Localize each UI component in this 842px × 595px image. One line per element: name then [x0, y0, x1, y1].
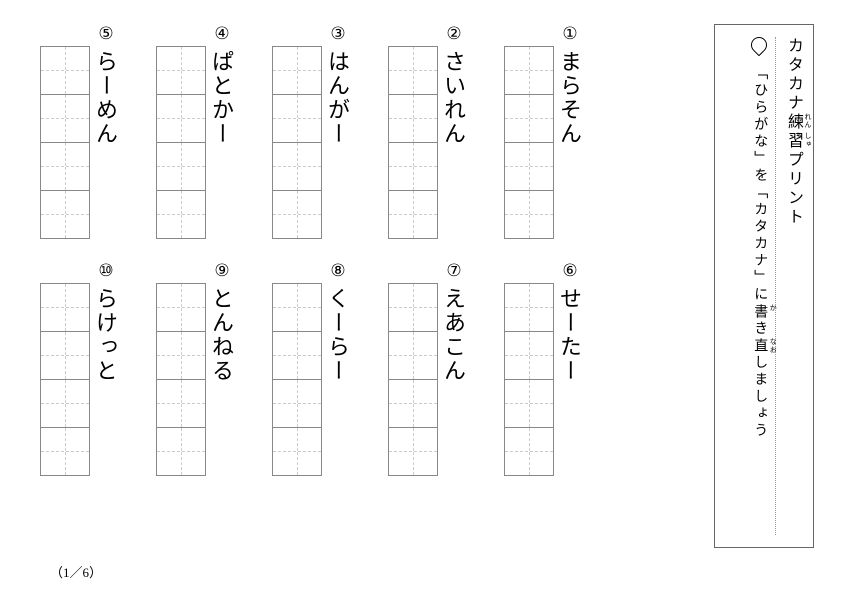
exercise-item: ⑨とんねる	[156, 261, 232, 476]
row-2: ⑥せーたー ⑦えあこん ⑧くーらー ⑨とんねる ⑩らけっと	[40, 261, 684, 476]
writing-boxes	[40, 46, 90, 239]
writing-box	[505, 47, 553, 95]
item-number: ①	[560, 24, 580, 44]
writing-box	[505, 428, 553, 476]
exercise-item: ⑩らけっと	[40, 261, 116, 476]
item-number: ③	[328, 24, 348, 44]
divider	[775, 37, 776, 535]
hiragana-word: くーらー	[322, 283, 348, 383]
item-number: ⑦	[444, 261, 464, 281]
writing-box	[505, 380, 553, 428]
writing-box	[505, 191, 553, 239]
instruction-text: 「ひらがな」を「カタカナ」に書かき直なおしましょう	[750, 37, 770, 535]
exercise-item: ⑥せーたー	[504, 261, 580, 476]
writing-box	[505, 95, 553, 143]
exercise-item: ②さいれん	[388, 24, 464, 239]
hiragana-word: さいれん	[438, 46, 464, 146]
writing-box	[273, 95, 321, 143]
writing-box	[41, 95, 89, 143]
writing-boxes	[40, 283, 90, 476]
hiragana-word: まらそん	[554, 46, 580, 146]
writing-box	[273, 284, 321, 332]
writing-box	[505, 284, 553, 332]
hiragana-word: えあこん	[438, 283, 464, 383]
writing-box	[389, 380, 437, 428]
item-number: ⑨	[212, 261, 232, 281]
writing-box	[157, 143, 205, 191]
writing-box	[41, 428, 89, 476]
writing-box	[273, 428, 321, 476]
worksheet-title: カタカナ練れん習しゅうプリント	[782, 37, 803, 535]
writing-box	[157, 380, 205, 428]
title-panel: カタカナ練れん習しゅうプリント 「ひらがな」を「カタカナ」に書かき直なおしましょ…	[714, 24, 814, 548]
writing-boxes	[272, 283, 322, 476]
page-footer: （1／6）	[50, 562, 102, 581]
exercise-item: ③はんがー	[272, 24, 348, 239]
hiragana-word: せーたー	[554, 283, 580, 383]
writing-box	[389, 95, 437, 143]
writing-boxes	[504, 283, 554, 476]
writing-box	[157, 47, 205, 95]
writing-box	[157, 95, 205, 143]
writing-box	[157, 284, 205, 332]
writing-boxes	[388, 46, 438, 239]
writing-box	[41, 143, 89, 191]
writing-box	[157, 428, 205, 476]
writing-boxes	[388, 283, 438, 476]
writing-box	[157, 191, 205, 239]
row-1: ①まらそん ②さいれん ③はんがー ④ぱとかー ⑤らーめん	[40, 24, 684, 239]
writing-box	[389, 428, 437, 476]
writing-box	[505, 143, 553, 191]
exercise-item: ⑦えあこん	[388, 261, 464, 476]
hiragana-word: はんがー	[322, 46, 348, 146]
hiragana-word: らけっと	[90, 283, 116, 383]
item-number: ⑥	[560, 261, 580, 281]
exercise-item: ⑧くーらー	[272, 261, 348, 476]
exercise-item: ⑤らーめん	[40, 24, 116, 239]
writing-box	[273, 191, 321, 239]
writing-boxes	[156, 46, 206, 239]
writing-box	[41, 191, 89, 239]
writing-boxes	[156, 283, 206, 476]
writing-box	[389, 143, 437, 191]
writing-box	[273, 47, 321, 95]
writing-box	[273, 143, 321, 191]
item-number: ⑤	[96, 24, 116, 44]
writing-box	[41, 380, 89, 428]
writing-box	[157, 332, 205, 380]
writing-box	[41, 332, 89, 380]
writing-boxes	[504, 46, 554, 239]
writing-box	[505, 332, 553, 380]
writing-box	[389, 191, 437, 239]
item-number: ②	[444, 24, 464, 44]
writing-box	[389, 47, 437, 95]
writing-box	[41, 284, 89, 332]
hiragana-word: ぱとかー	[206, 46, 232, 146]
item-number: ④	[212, 24, 232, 44]
item-number: ⑧	[328, 261, 348, 281]
item-number: ⑩	[96, 261, 116, 281]
exercise-item: ④ぱとかー	[156, 24, 232, 239]
writing-box	[273, 332, 321, 380]
hiragana-word: とんねる	[206, 283, 232, 383]
writing-box	[41, 47, 89, 95]
exercise-item: ①まらそん	[504, 24, 580, 239]
hiragana-word: らーめん	[90, 46, 116, 146]
writing-box	[389, 332, 437, 380]
speech-icon	[748, 34, 771, 57]
writing-box	[273, 380, 321, 428]
exercise-grid: ①まらそん ②さいれん ③はんがー ④ぱとかー ⑤らーめん ⑥せーたー ⑦えあこん ⑧くーら…	[40, 24, 684, 571]
writing-boxes	[272, 46, 322, 239]
writing-box	[389, 284, 437, 332]
